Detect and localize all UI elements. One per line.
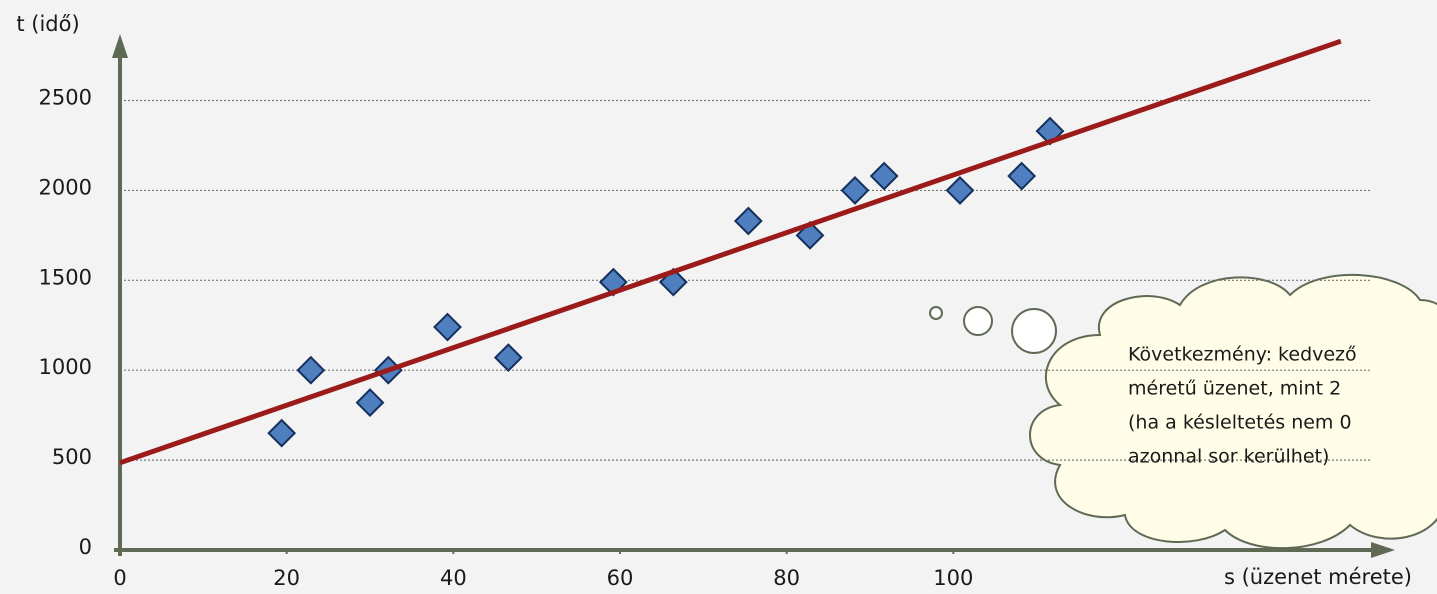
x-axis-label: s (üzenet mérete) <box>1224 565 1412 589</box>
y-tick-label: 2500 <box>39 86 92 110</box>
callout-text: azonnal sor kerülhet) <box>1128 446 1329 468</box>
callout-text: Következmény: kedvező <box>1128 344 1357 366</box>
bubble <box>964 307 992 335</box>
x-tick-label: 100 <box>933 566 973 590</box>
x-tick-label: 20 <box>273 566 300 590</box>
bubble <box>930 307 942 319</box>
y-axis-label: t (idő) <box>16 12 79 36</box>
callout-text: (ha a késleltetés nem 0 <box>1128 412 1352 434</box>
x-tick-label: 60 <box>607 566 634 590</box>
callout-text: méretű üzenet, mint 2 <box>1128 378 1341 400</box>
page: t (idő) s (üzenet mérete) 05001000150020… <box>0 0 1437 594</box>
x-tick-label: 80 <box>773 566 800 590</box>
x-tick-label: 0 <box>113 566 126 590</box>
y-tick-label: 1000 <box>39 355 92 379</box>
bubble <box>1012 309 1056 353</box>
x-tick-label: 40 <box>440 566 467 590</box>
y-tick-label: 1500 <box>39 265 92 289</box>
y-tick-label: 500 <box>52 445 92 469</box>
chart: t (idő) s (üzenet mérete) 05001000150020… <box>0 0 1437 594</box>
y-tick-label: 0 <box>79 535 92 559</box>
y-tick-label: 2000 <box>39 175 92 199</box>
